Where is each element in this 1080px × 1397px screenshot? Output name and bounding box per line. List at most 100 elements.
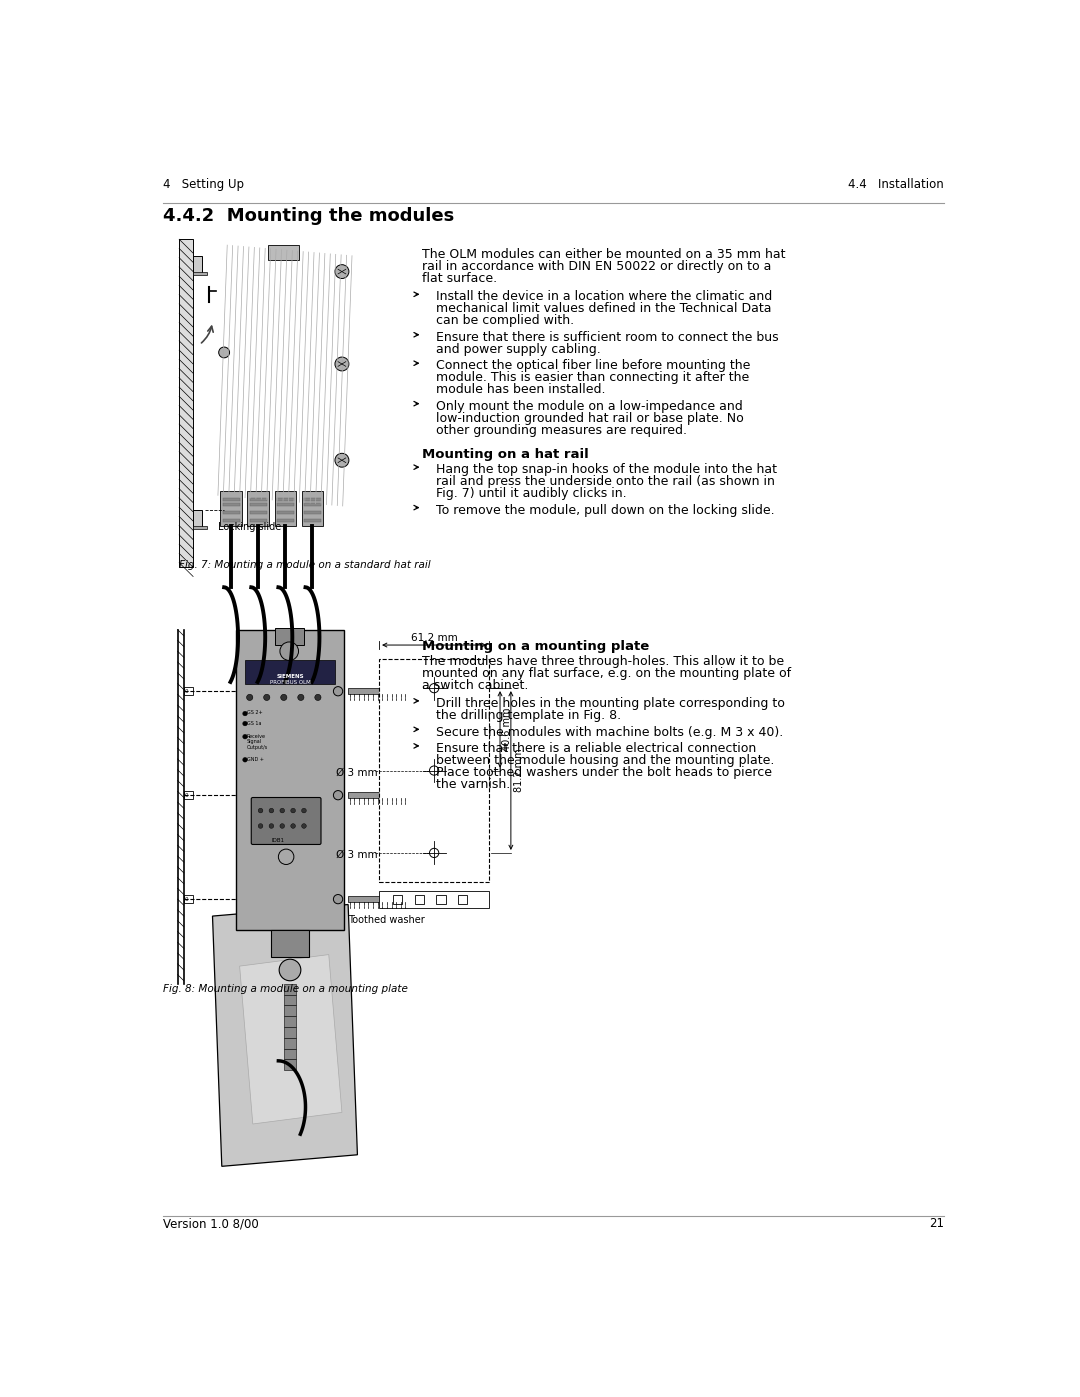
Circle shape <box>314 694 321 700</box>
Bar <box>184 895 193 902</box>
Circle shape <box>269 824 273 828</box>
Text: 0: 0 <box>185 792 188 798</box>
Text: module has been installed.: module has been installed. <box>435 383 605 397</box>
Circle shape <box>430 766 438 775</box>
Bar <box>303 497 321 502</box>
Text: Ø 3 mm: Ø 3 mm <box>337 768 378 778</box>
Circle shape <box>334 686 342 696</box>
Text: PROFIBUS OLM: PROFIBUS OLM <box>270 680 310 685</box>
Text: Ensure that there is sufficient room to connect the bus: Ensure that there is sufficient room to … <box>435 331 779 344</box>
Circle shape <box>243 711 247 715</box>
Bar <box>276 503 294 507</box>
Bar <box>276 518 294 522</box>
Bar <box>274 629 303 645</box>
Circle shape <box>243 721 247 726</box>
Bar <box>303 511 321 514</box>
Text: low-induction grounded hat rail or base plate. No: low-induction grounded hat rail or base … <box>435 412 743 425</box>
Bar <box>220 490 242 525</box>
Text: Toothed washer: Toothed washer <box>348 915 424 925</box>
Bar <box>301 490 323 525</box>
Bar <box>276 497 294 502</box>
Text: Mounting on a hat rail: Mounting on a hat rail <box>422 448 589 461</box>
Text: a switch cabinet.: a switch cabinet. <box>422 679 528 692</box>
Text: rail and press the underside onto the rail (as shown in: rail and press the underside onto the ra… <box>435 475 774 489</box>
Bar <box>348 689 410 694</box>
Circle shape <box>258 809 262 813</box>
Text: Receive
Signal
Output/s: Receive Signal Output/s <box>246 733 268 750</box>
Text: mounted on any flat surface, e.g. on the mounting plate of: mounted on any flat surface, e.g. on the… <box>422 666 791 680</box>
Bar <box>184 791 193 799</box>
Bar <box>284 983 296 995</box>
Text: can be complied with.: can be complied with. <box>435 314 573 327</box>
Text: Install the device in a location where the climatic and: Install the device in a location where t… <box>435 291 772 303</box>
Circle shape <box>291 824 296 828</box>
Bar <box>193 510 202 527</box>
Circle shape <box>243 757 247 763</box>
Circle shape <box>298 694 303 700</box>
Text: SIEMENS: SIEMENS <box>276 675 303 679</box>
Circle shape <box>258 824 262 828</box>
Text: and power supply cabling.: and power supply cabling. <box>435 342 600 356</box>
Circle shape <box>410 791 418 799</box>
Text: Locking slide: Locking slide <box>218 522 281 532</box>
Bar <box>436 894 446 904</box>
Text: Place toothed washers under the bolt heads to pierce: Place toothed washers under the bolt hea… <box>435 766 772 780</box>
Bar <box>193 271 207 275</box>
Text: IDB1: IDB1 <box>272 838 285 842</box>
Bar <box>222 518 240 522</box>
Circle shape <box>280 643 298 661</box>
Text: GND +: GND + <box>246 757 264 761</box>
Bar <box>284 995 296 1006</box>
Circle shape <box>334 894 342 904</box>
Circle shape <box>335 453 349 467</box>
Text: Drill three holes in the mounting plate corresponding to: Drill three holes in the mounting plate … <box>435 697 784 710</box>
Text: The modules have three through-holes. This allow it to be: The modules have three through-holes. Th… <box>422 655 784 668</box>
Bar <box>284 1038 296 1049</box>
Bar <box>379 659 489 882</box>
Circle shape <box>335 264 349 278</box>
Bar <box>284 1016 296 1027</box>
Text: Fig. 7) until it audibly clicks in.: Fig. 7) until it audibly clicks in. <box>435 488 626 500</box>
Text: Ø 3 mm: Ø 3 mm <box>337 851 378 861</box>
Circle shape <box>410 895 418 902</box>
Bar <box>222 497 240 502</box>
Bar <box>393 894 403 904</box>
Bar <box>284 1006 296 1016</box>
Text: 40.6 mm: 40.6 mm <box>501 707 512 750</box>
Bar <box>222 503 240 507</box>
Text: module. This is easier than connecting it after the: module. This is easier than connecting i… <box>435 372 748 384</box>
Bar <box>249 518 267 522</box>
Bar <box>303 503 321 507</box>
Bar <box>303 518 321 522</box>
Text: the varnish.: the varnish. <box>435 778 510 791</box>
Bar <box>458 894 468 904</box>
FancyBboxPatch shape <box>252 798 321 844</box>
Circle shape <box>264 694 270 700</box>
Text: other grounding measures are required.: other grounding measures are required. <box>435 423 687 437</box>
Bar <box>255 799 318 841</box>
Text: 4.4.2  Mounting the modules: 4.4.2 Mounting the modules <box>163 207 455 225</box>
Bar <box>193 525 207 529</box>
Polygon shape <box>213 904 357 1166</box>
Bar <box>268 244 299 260</box>
Bar <box>415 894 424 904</box>
Circle shape <box>334 791 342 800</box>
Circle shape <box>218 346 230 358</box>
Circle shape <box>246 694 253 700</box>
Bar <box>235 630 345 930</box>
Circle shape <box>280 824 284 828</box>
Bar <box>379 891 489 908</box>
Circle shape <box>269 809 273 813</box>
Text: flat surface.: flat surface. <box>422 272 497 285</box>
Polygon shape <box>240 954 342 1125</box>
Text: GS 2+: GS 2+ <box>246 711 262 715</box>
Circle shape <box>430 683 438 693</box>
Circle shape <box>301 809 307 813</box>
Circle shape <box>281 694 287 700</box>
Text: 61.2 mm: 61.2 mm <box>410 633 458 643</box>
Bar <box>348 792 410 798</box>
Bar <box>274 490 296 525</box>
Text: Only mount the module on a low-impedance and: Only mount the module on a low-impedance… <box>435 400 742 412</box>
Circle shape <box>279 960 301 981</box>
Text: 4.4   Installation: 4.4 Installation <box>849 177 944 191</box>
